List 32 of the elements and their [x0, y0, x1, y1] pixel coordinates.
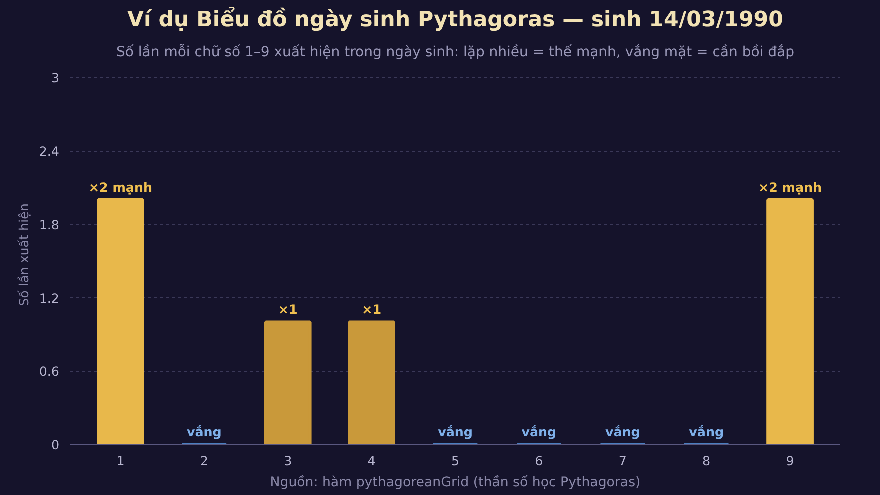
x-tick-label: 6	[535, 454, 544, 468]
data-label: vắng	[605, 424, 640, 440]
y-tick-label: 1.2	[39, 290, 60, 306]
x-tick-label: 2	[200, 454, 208, 468]
data-label: ×1	[362, 302, 382, 318]
bar	[348, 320, 396, 444]
data-label: vắng	[186, 424, 222, 440]
x-tick-label: 1	[116, 454, 125, 468]
data-label: ×2 mạnh	[758, 180, 822, 195]
data-label: vắng	[438, 424, 473, 440]
data-label: ×2 mạnh	[88, 180, 153, 195]
x-tick-label: 3	[284, 454, 292, 468]
y-tick-label: 1.8	[39, 217, 60, 232]
bar	[97, 198, 144, 444]
x-tick-label: 9	[786, 454, 794, 468]
data-label: vắng	[689, 424, 724, 440]
y-tick-label: 0	[51, 438, 60, 452]
data-label: vắng	[522, 424, 557, 440]
chart-subtitle: Số lần mỗi chữ số 1–9 xuất hiện trong ngày sinh: lặp nhiều = thế mạnh, vắng mặt = cần bồi đắp	[116, 44, 795, 60]
x-tick-label: 4	[368, 454, 376, 468]
x-tick-label: 5	[451, 454, 460, 468]
x-tick-label: 7	[618, 454, 627, 468]
x-tick-label: 8	[702, 454, 711, 468]
data-label: ×1	[278, 302, 298, 318]
text: Nguồn: hàm pythagoreanGrid (thần số học Pythagoras)	[270, 474, 641, 490]
bar	[264, 320, 312, 444]
y-tick-label: 2.4	[39, 144, 60, 160]
y-axis-title: Số lần xuất hiện	[16, 204, 32, 306]
chart-title: Ví dụ Biểu đồ ngày sinh Pythagoras — sinh 14/03/1990	[128, 6, 784, 32]
bar	[766, 198, 814, 444]
y-tick-label: 0.6	[39, 364, 60, 380]
y-tick-label: 3	[51, 70, 60, 86]
